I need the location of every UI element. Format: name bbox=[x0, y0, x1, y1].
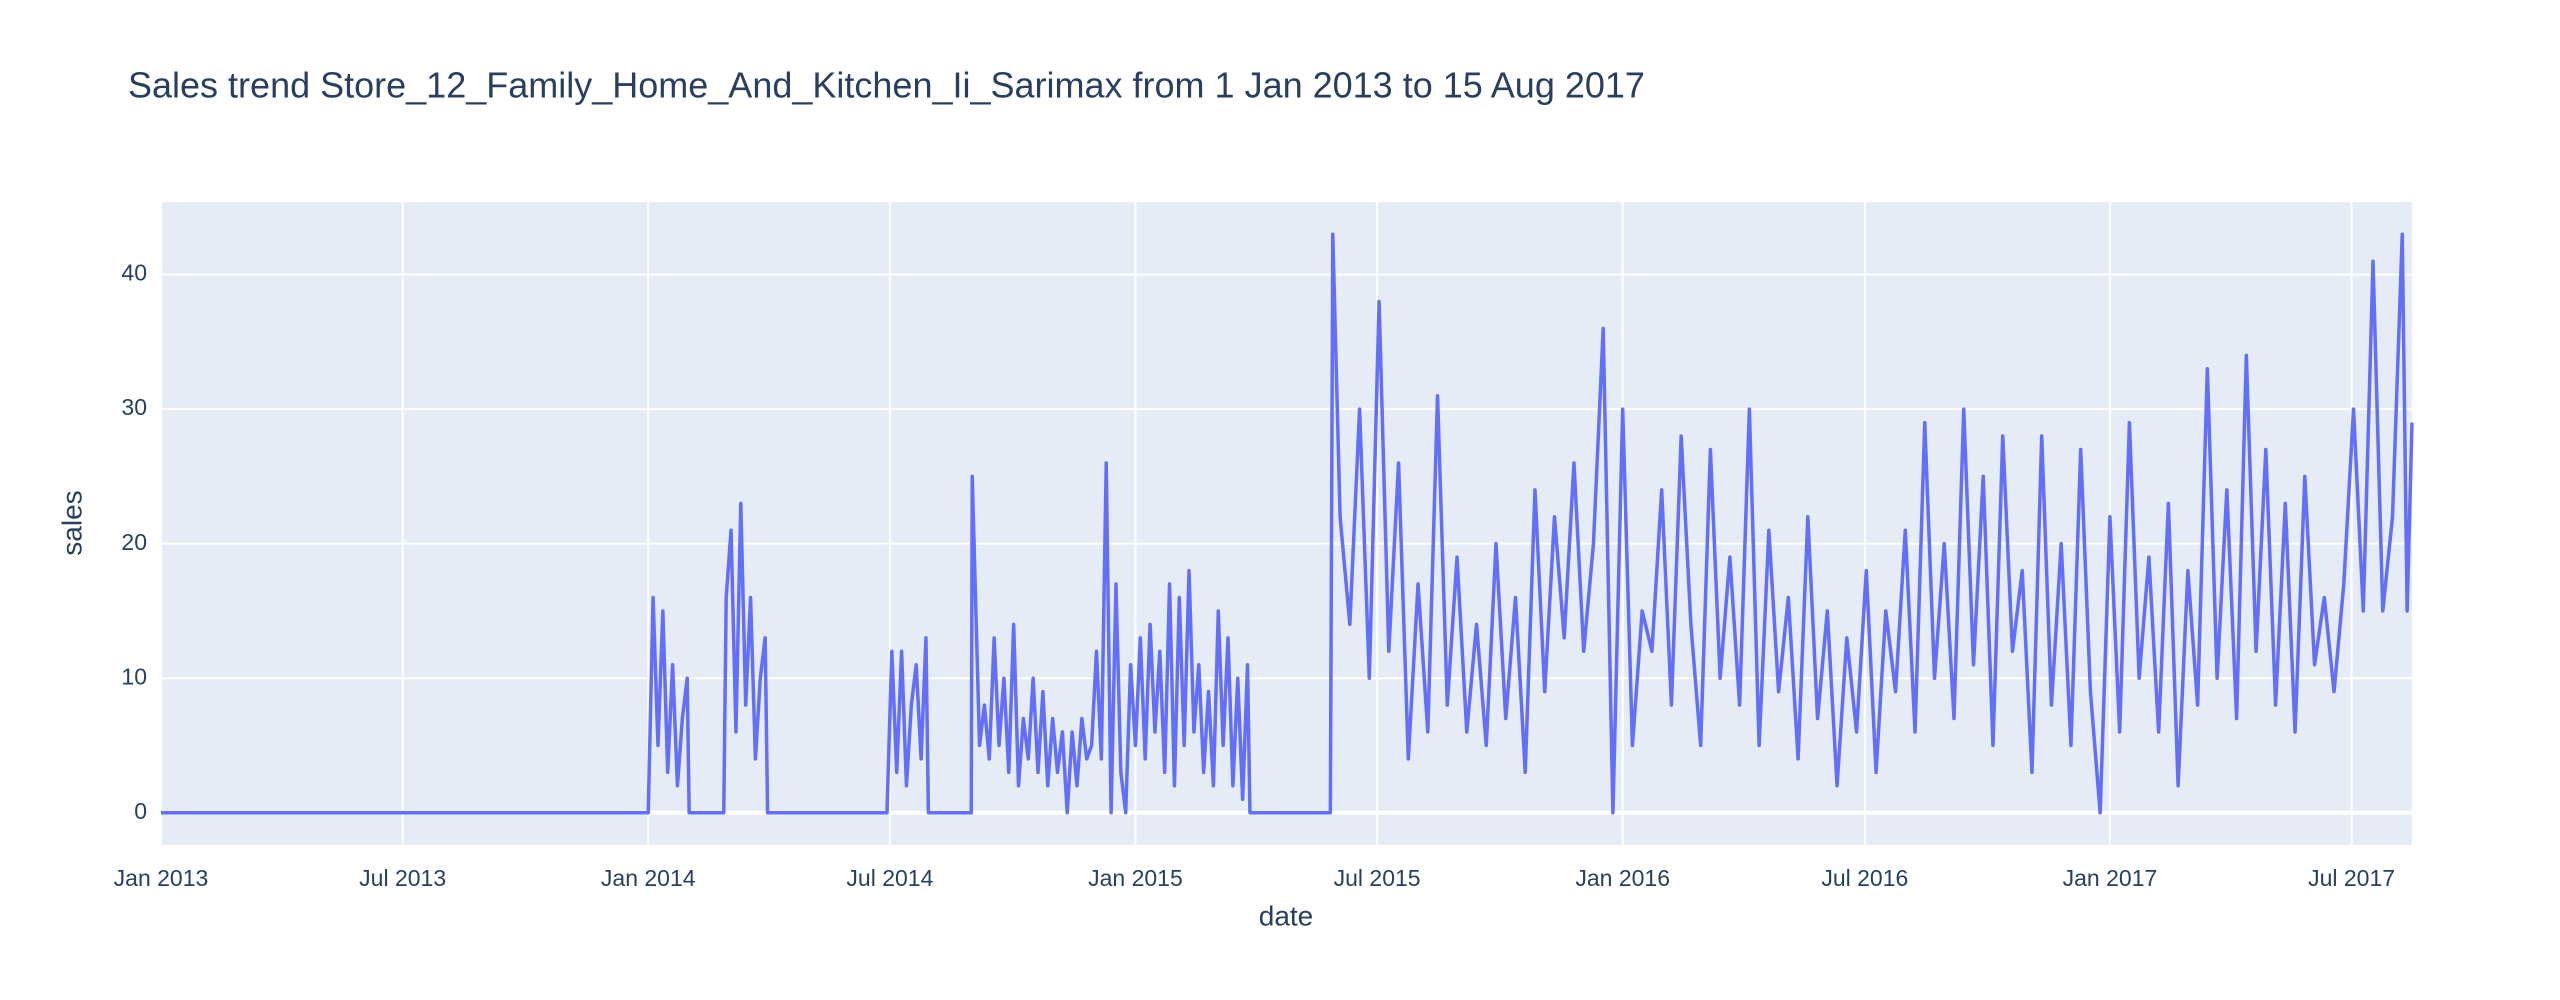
x-tick-label: Jul 2016 bbox=[1821, 865, 1908, 891]
y-tick-label: 0 bbox=[134, 798, 147, 824]
x-tick-label: Jan 2016 bbox=[1575, 865, 1670, 891]
chart-title: Sales trend Store_12_Family_Home_And_Kit… bbox=[128, 65, 1645, 106]
y-tick-label: 30 bbox=[121, 394, 147, 420]
y-tick-label: 40 bbox=[121, 260, 147, 286]
sales-line bbox=[161, 232, 2414, 815]
x-tick-label: Jul 2014 bbox=[846, 865, 933, 891]
x-axis-title: date bbox=[1259, 900, 1314, 931]
x-tick-label: Jul 2013 bbox=[359, 865, 446, 891]
x-tick-label: Jan 2015 bbox=[1088, 865, 1183, 891]
y-tick-label: 20 bbox=[121, 529, 147, 555]
x-tick-label: Jul 2015 bbox=[1334, 865, 1421, 891]
x-tick-label: Jul 2017 bbox=[2308, 865, 2395, 891]
plot-area bbox=[161, 202, 2412, 845]
x-tick-label: Jan 2014 bbox=[601, 865, 696, 891]
y-tick-label: 10 bbox=[121, 663, 147, 689]
x-tick-label: Jan 2017 bbox=[2063, 865, 2158, 891]
y-axis-title: sales bbox=[56, 490, 87, 555]
x-tick-label: Jan 2013 bbox=[114, 865, 209, 891]
